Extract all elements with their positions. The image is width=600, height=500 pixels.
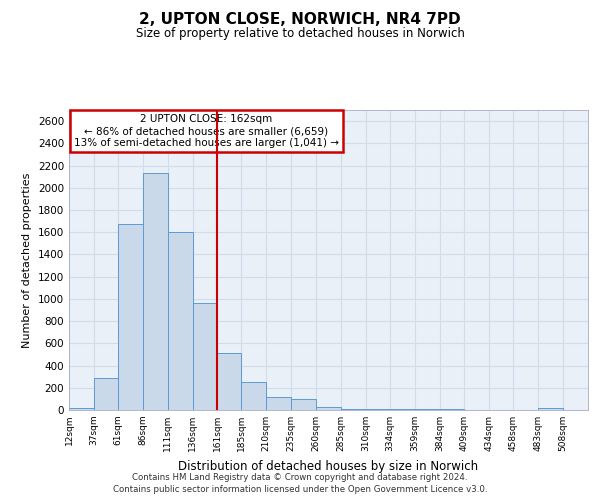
Bar — [291, 399, 316, 410]
Bar — [94, 378, 118, 410]
Bar — [193, 304, 217, 410]
Bar — [217, 354, 241, 410]
Text: 2 UPTON CLOSE: 162sqm
← 86% of detached houses are smaller (6,659)
13% of semi-d: 2 UPTON CLOSE: 162sqm ← 86% of detached … — [74, 114, 339, 148]
Bar — [366, 409, 390, 410]
Bar — [167, 232, 193, 410]
Bar — [266, 396, 291, 410]
Y-axis label: Number of detached properties: Number of detached properties — [22, 172, 32, 348]
X-axis label: Distribution of detached houses by size in Norwich: Distribution of detached houses by size … — [178, 460, 479, 472]
Text: 2, UPTON CLOSE, NORWICH, NR4 7PD: 2, UPTON CLOSE, NORWICH, NR4 7PD — [139, 12, 461, 28]
Bar — [341, 409, 366, 410]
Bar — [538, 408, 563, 410]
Text: Contains public sector information licensed under the Open Government Licence v3: Contains public sector information licen… — [113, 485, 487, 494]
Text: Contains HM Land Registry data © Crown copyright and database right 2024.: Contains HM Land Registry data © Crown c… — [132, 472, 468, 482]
Bar — [69, 408, 94, 410]
Bar — [316, 406, 341, 410]
Bar — [241, 382, 266, 410]
Text: Size of property relative to detached houses in Norwich: Size of property relative to detached ho… — [136, 28, 464, 40]
Bar — [143, 174, 167, 410]
Bar — [118, 224, 143, 410]
